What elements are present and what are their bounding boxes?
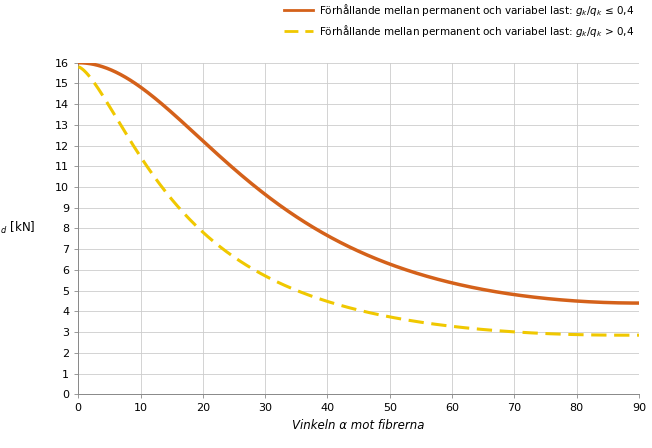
Y-axis label: $f_{c,\alpha,d}$ [kN]: $f_{c,\alpha,d}$ [kN] [0, 220, 35, 237]
X-axis label: Vinkeln α mot fibrerna: Vinkeln α mot fibrerna [292, 419, 425, 432]
Legend: Förhållande mellan permanent och variabel last: $g_k/q_k$ ≤ 0,4, Förhållande mel: Förhållande mellan permanent och variabe… [284, 2, 634, 39]
